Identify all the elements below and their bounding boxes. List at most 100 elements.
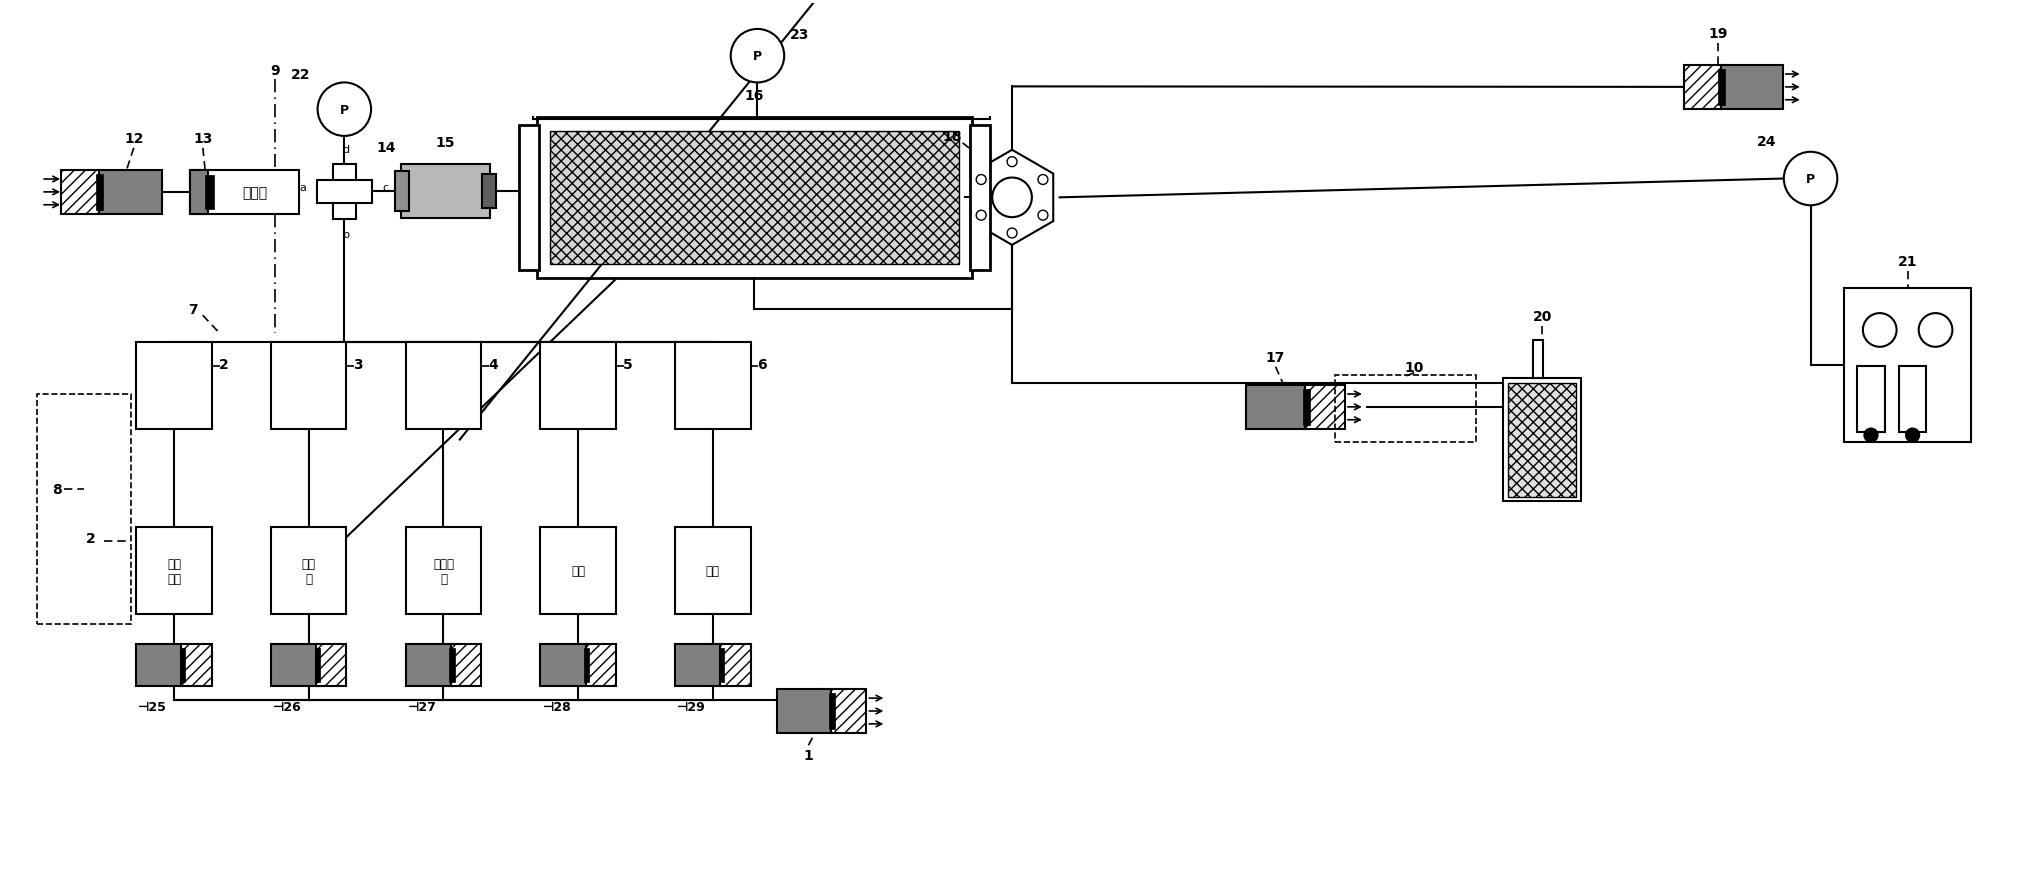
Circle shape (1865, 429, 1877, 443)
Text: 2: 2 (86, 532, 96, 545)
Bar (1304, 385, 1345, 430)
Circle shape (1007, 157, 1017, 167)
Polygon shape (970, 150, 1054, 246)
Text: 23: 23 (789, 28, 809, 42)
Text: b: b (342, 230, 351, 240)
Bar (550, 131, 958, 265)
Circle shape (732, 30, 785, 83)
Bar (776, 689, 834, 733)
Bar (406, 342, 481, 430)
Text: ⊣29: ⊣29 (677, 700, 705, 713)
Bar (1683, 65, 1724, 110)
Bar (395, 172, 410, 212)
Circle shape (318, 83, 371, 137)
Text: a: a (300, 183, 306, 193)
Bar (1718, 70, 1726, 105)
Bar (137, 527, 212, 615)
Bar (181, 645, 212, 686)
Text: 24: 24 (1757, 135, 1777, 148)
Text: 7: 7 (187, 303, 198, 317)
Bar (1245, 385, 1306, 430)
Text: 6: 6 (758, 358, 766, 371)
Bar (536, 118, 972, 278)
Text: d: d (342, 145, 351, 155)
Bar (271, 645, 318, 686)
Text: 氮气: 氮气 (571, 565, 585, 578)
Text: 12: 12 (124, 131, 143, 146)
Bar (832, 689, 866, 733)
Text: 13: 13 (194, 131, 212, 146)
Bar (520, 126, 538, 270)
Bar (1533, 341, 1543, 378)
Text: 4: 4 (487, 358, 497, 371)
Circle shape (1918, 314, 1952, 348)
Text: 1: 1 (803, 748, 813, 763)
Bar (190, 171, 208, 215)
Bar (829, 694, 836, 729)
Circle shape (1007, 229, 1017, 239)
Text: ⊣25: ⊣25 (139, 700, 167, 713)
Text: 地层
原油: 地层 原油 (167, 557, 181, 586)
Text: 16: 16 (744, 89, 764, 103)
Circle shape (1863, 314, 1897, 348)
Bar (332, 164, 357, 220)
Bar (316, 645, 346, 686)
Bar (719, 648, 723, 682)
Bar (179, 648, 185, 682)
Bar (719, 645, 750, 686)
Text: 2: 2 (218, 358, 228, 371)
Bar (970, 126, 990, 270)
Text: 8: 8 (53, 482, 61, 496)
Text: P: P (1806, 173, 1816, 186)
Bar (1304, 390, 1310, 426)
Bar (190, 171, 300, 215)
Circle shape (1906, 429, 1920, 443)
Text: P: P (340, 104, 348, 116)
Bar (1335, 375, 1476, 443)
Bar (37, 395, 130, 625)
Text: 10: 10 (1404, 360, 1425, 375)
Text: 5: 5 (624, 358, 632, 371)
Bar (1899, 367, 1926, 433)
Bar (1857, 367, 1885, 433)
Text: ⊣26: ⊣26 (273, 700, 302, 713)
Bar (450, 645, 481, 686)
Bar (1508, 384, 1575, 497)
Bar (406, 645, 452, 686)
Bar (675, 645, 721, 686)
Bar (585, 648, 589, 682)
Text: P: P (752, 50, 762, 63)
Circle shape (993, 178, 1031, 218)
Text: 18: 18 (944, 130, 962, 144)
Bar (100, 171, 163, 215)
Text: 发泡剂: 发泡剂 (243, 186, 267, 199)
Bar (137, 645, 183, 686)
Bar (1722, 65, 1783, 110)
Text: 烃气: 烃气 (705, 565, 719, 578)
Text: 9: 9 (271, 63, 279, 78)
Bar (401, 164, 489, 219)
Text: 二氧化
碳: 二氧化 碳 (432, 557, 454, 586)
Bar (137, 342, 212, 430)
Bar (316, 181, 373, 204)
Bar (450, 648, 454, 682)
Bar (96, 175, 104, 210)
Bar (1844, 289, 1971, 443)
Text: 20: 20 (1533, 310, 1551, 324)
Circle shape (1037, 211, 1048, 221)
Text: 17: 17 (1266, 350, 1286, 365)
Text: c: c (381, 183, 387, 193)
Bar (675, 342, 750, 430)
Text: 15: 15 (436, 136, 454, 149)
Bar (61, 171, 102, 215)
Text: 19: 19 (1708, 27, 1728, 41)
Bar (483, 174, 495, 209)
Bar (1504, 378, 1581, 502)
Text: ⊣27: ⊣27 (408, 700, 436, 713)
Text: 地层
水: 地层 水 (302, 557, 316, 586)
Bar (271, 527, 346, 615)
Circle shape (1783, 153, 1838, 206)
Text: 22: 22 (291, 69, 310, 82)
Text: 21: 21 (1897, 255, 1918, 268)
Circle shape (976, 175, 986, 185)
